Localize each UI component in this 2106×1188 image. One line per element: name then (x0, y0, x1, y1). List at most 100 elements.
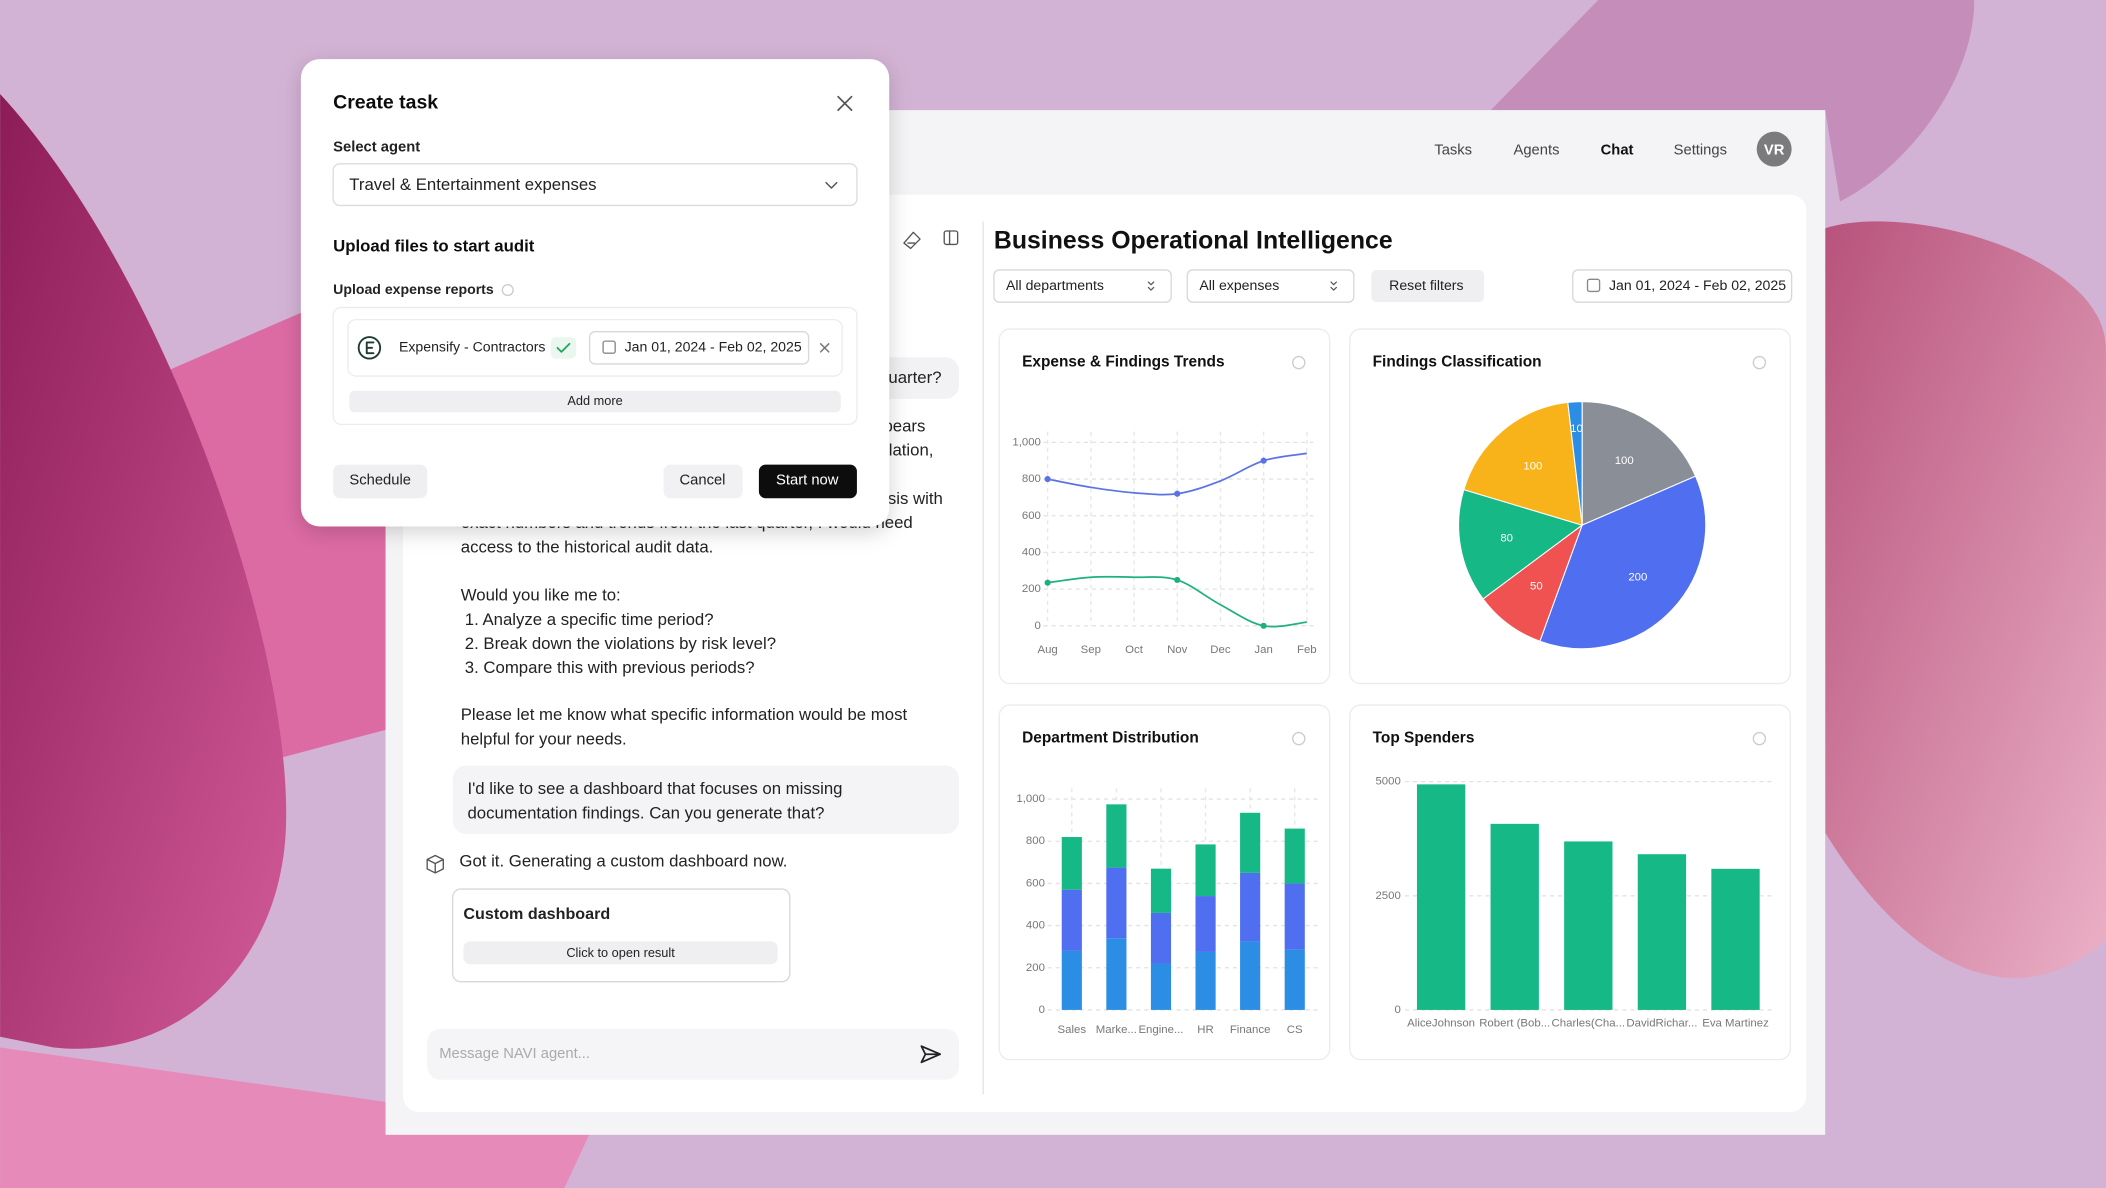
department-filter[interactable] (993, 269, 1172, 303)
x-tick-label: Feb (1297, 644, 1317, 656)
y-tick-label: 200 (1026, 962, 1045, 974)
dialog-title: Create task (333, 92, 438, 114)
info-icon[interactable] (1752, 355, 1767, 370)
button-label: Click to open result (566, 945, 675, 960)
chart-title: Expense & Findings Trends (1022, 354, 1224, 371)
message-input[interactable] (427, 1028, 959, 1080)
expensify-logo (357, 336, 382, 360)
nav-item[interactable]: Agents (1513, 142, 1559, 158)
create-task-dialog: Create task Select agent Travel & Entertai… (300, 59, 890, 527)
dashboard: Business Operational Intelligence All dep… (993, 227, 1793, 1061)
bar-segment (1195, 951, 1216, 1010)
bar-segment (1061, 950, 1082, 1010)
pie-slice (1463, 401, 1583, 526)
pie-label: 100 (1615, 455, 1634, 467)
chart-title: Findings Classification (1373, 354, 1542, 371)
add-more-button[interactable] (349, 390, 841, 413)
info-icon[interactable] (1292, 355, 1306, 370)
nav-item[interactable]: Tasks (1434, 142, 1472, 158)
input-placeholder: Message NAVI agent... (439, 1046, 590, 1062)
bar-segment (1150, 963, 1172, 1010)
chat-text: I'd like to see a dashboard that focuses… (467, 779, 842, 798)
eraser-icon (903, 231, 921, 250)
nav-item[interactable]: Settings (1674, 142, 1727, 158)
filter-label: All departments (1006, 277, 1104, 293)
x-tick-label: Oct (1125, 644, 1144, 656)
chat-text: uarter? (888, 368, 941, 387)
start-now-button[interactable] (758, 464, 857, 499)
pie-label: 100 (1523, 460, 1542, 472)
x-tick-label: AliceJohnson (1407, 1017, 1475, 1029)
expense-filter[interactable] (1186, 269, 1355, 303)
bar-segment (1106, 938, 1127, 1010)
bar-segment (1195, 896, 1216, 952)
pie-label: 80 (1500, 532, 1513, 544)
select-chevron (1330, 281, 1337, 291)
bar-segment (1284, 949, 1305, 1010)
check-icon (556, 342, 571, 353)
bar (1564, 841, 1613, 1010)
dashboard-title: Business Operational Intelligence (994, 227, 1393, 254)
pie-label: 10 (1570, 423, 1583, 435)
bar (1416, 784, 1466, 1010)
field-label: Select agent (333, 140, 420, 156)
calendar-icon (602, 340, 616, 354)
chat-text: pears (883, 417, 925, 436)
sidebar-icon[interactable] (943, 230, 959, 246)
agent-select[interactable] (332, 163, 858, 207)
info-icon[interactable] (1292, 731, 1306, 746)
x-tick-label: Jan (1254, 644, 1272, 656)
bar (1637, 854, 1687, 1010)
chat-list-item: 3. Compare this with previous periods? (465, 658, 755, 677)
chat-text: Would you like me to: (461, 586, 621, 605)
x-tick-label: Finance (1230, 1024, 1271, 1036)
chart-title: Top Spenders (1373, 730, 1475, 747)
info-icon[interactable] (1752, 731, 1767, 746)
avatar-initials: VR (1764, 142, 1785, 158)
agent-icon (426, 854, 444, 874)
date-range-picker[interactable] (1572, 269, 1793, 303)
bar-segment (1284, 828, 1305, 884)
select-chevron (1147, 281, 1155, 291)
line-point (1260, 457, 1267, 464)
chat-list-item: 2. Break down the violations by risk lev… (465, 634, 776, 653)
avatar[interactable] (1756, 131, 1792, 167)
chat-text: Got it. Generating a custom dashboard no… (459, 852, 787, 871)
chat-text: sis with (888, 489, 943, 508)
pie-slice (1458, 489, 1584, 600)
result-card[interactable] (452, 888, 791, 983)
pie-label: 50 (1530, 581, 1543, 593)
date-range: Jan 01, 2024 - Feb 02, 2025 (1609, 277, 1786, 293)
y-tick-label: 600 (1026, 877, 1045, 889)
bar (1711, 868, 1760, 1010)
chat-text: Please let me know what specific informa… (461, 705, 908, 724)
select-chevron (825, 181, 838, 189)
button-label: Add more (567, 393, 622, 408)
nav-item[interactable]: Chat (1601, 142, 1634, 158)
filter-label: All expenses (1199, 277, 1279, 293)
file-date-range[interactable] (589, 331, 810, 365)
x-tick-label: Dec (1210, 644, 1231, 656)
date-range: Jan 01, 2024 - Feb 02, 2025 (625, 339, 802, 355)
x-tick-label: Eva Martinez (1702, 1017, 1769, 1029)
y-tick-label: 0 (1039, 1004, 1045, 1016)
remove-file (819, 343, 830, 353)
section-heading: Upload files to start audit (333, 237, 535, 256)
y-tick-label: 400 (1026, 920, 1045, 932)
pie-label: 200 (1628, 572, 1647, 584)
cancel-button[interactable] (663, 464, 743, 499)
button-label: Cancel (679, 473, 725, 489)
chat-text: access to the historical audit data. (461, 537, 714, 556)
y-tick-label: 400 (1022, 546, 1041, 558)
check-badge (550, 337, 577, 359)
x-tick-label: Sep (1081, 644, 1101, 656)
info-icon[interactable] (501, 284, 514, 297)
y-tick-label: 5000 (1375, 776, 1400, 788)
open-result-button[interactable] (463, 941, 778, 965)
expensify-logo-mark (365, 341, 375, 355)
x-tick-label: Robert (Bob... (1479, 1017, 1550, 1029)
schedule-button[interactable] (333, 464, 428, 499)
chat-text: lation, (889, 441, 934, 460)
reset-filters-button[interactable] (1371, 269, 1485, 303)
